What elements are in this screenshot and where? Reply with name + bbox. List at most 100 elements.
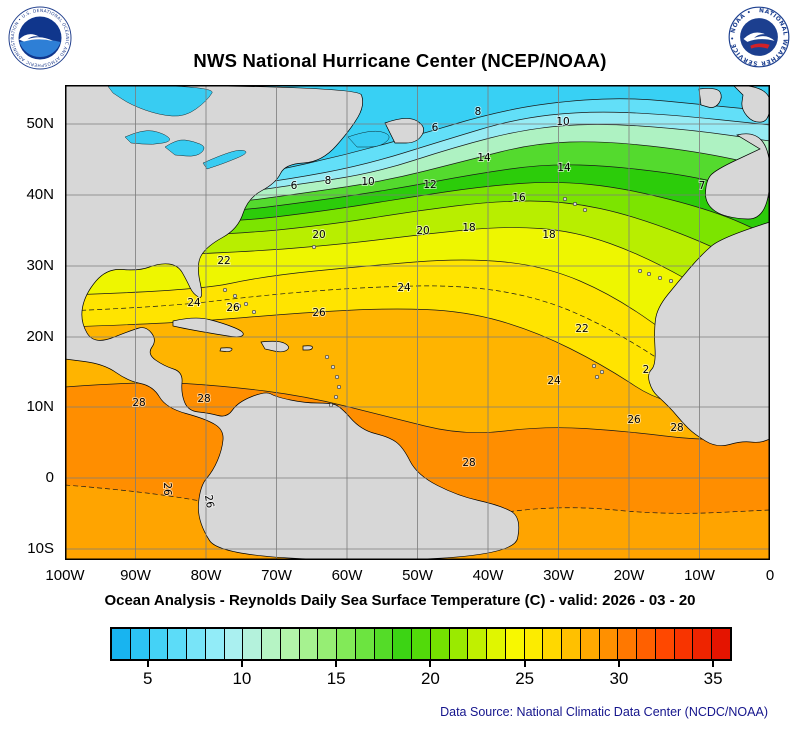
contour-label: 24 — [187, 297, 201, 309]
colorbar-cell — [187, 629, 206, 659]
land-americas — [65, 85, 520, 560]
colorbar-tick-mark — [429, 661, 432, 667]
isotherm-16 — [65, 164, 770, 220]
colorbar-cell — [712, 629, 730, 659]
contour-label: 18 — [462, 222, 475, 234]
island-dot — [232, 293, 238, 299]
colorbar-tick-mark — [617, 661, 620, 667]
water-lake-michigan-huron — [164, 139, 205, 157]
colorbar-cell — [205, 629, 225, 659]
contour-label: 28 — [132, 397, 145, 409]
island-dot — [243, 301, 249, 307]
island-dot — [333, 394, 339, 400]
island-dot — [311, 244, 317, 250]
isotherm-20 — [65, 200, 770, 282]
colorbar-cell — [318, 629, 337, 659]
contour-label: 20 — [312, 229, 325, 241]
contour-label: 12 — [423, 179, 436, 191]
isotherm-28 — [65, 382, 770, 440]
colorbar-cell — [543, 629, 562, 659]
contour-label: 24 — [397, 282, 411, 294]
contour-label: 20 — [416, 225, 429, 237]
land-newfoundland — [384, 118, 424, 144]
land-puerto-rico — [302, 345, 313, 351]
colorbar-cell — [580, 629, 600, 659]
contour-label: 6 — [291, 180, 298, 192]
colorbar-tick-mark — [523, 661, 526, 667]
contour-label: 18 — [542, 229, 555, 241]
colorbar-ticks: 5 10 15 20 25 30 35 — [110, 661, 732, 693]
lon-tick-label: 10W — [684, 567, 715, 584]
water-lake-superior — [124, 130, 170, 145]
contour-label: 6 — [432, 122, 439, 134]
sst-map-canvas: 6 8 10 12 6 8 10 14 14 16 18 18 7 20 20 22 22 24 24 24 26 26 2… — [65, 85, 770, 560]
colorbar-cell — [505, 629, 525, 659]
colorbar-cell — [637, 629, 656, 659]
lon-tick-label: 40W — [472, 567, 504, 584]
contour-label: 26 — [202, 494, 216, 510]
colorbar-cell — [449, 629, 469, 659]
contour-label: 26 — [226, 302, 240, 314]
isotherm-24 — [65, 259, 770, 387]
land-africa — [648, 221, 770, 446]
colorbar-cell — [430, 629, 450, 659]
lat-tick-label: 10S — [27, 540, 54, 557]
lat-tick-label: 50N — [26, 115, 54, 132]
island-dot — [222, 287, 228, 293]
isotherm-22 — [65, 227, 770, 332]
land-ireland — [698, 88, 722, 108]
sst-map: 6 8 10 12 6 8 10 14 14 16 18 18 7 20 20 22 22 24 24 24 26 26 2… — [65, 85, 770, 560]
land-hispaniola — [260, 340, 289, 353]
colorbar-tick-label: 25 — [515, 669, 535, 688]
colorbar-cell — [299, 629, 319, 659]
colorbar-cell — [130, 629, 150, 659]
colorbar-tick-label: 15 — [326, 669, 346, 688]
colorbar-tick-label: 20 — [420, 669, 440, 688]
island-dot — [657, 275, 663, 281]
colorbar-cell — [149, 629, 169, 659]
colorbar-tick-mark — [240, 661, 243, 667]
land-cuba — [172, 317, 244, 338]
contour-label: 10 — [361, 176, 374, 188]
colorbar-cell — [262, 629, 281, 659]
contour-label: 22 — [575, 323, 588, 335]
island-dot — [236, 303, 242, 309]
longitude-axis: 100W 90W 80W 70W 60W 50W 40W 30W 20W 10W 0 — [45, 563, 774, 587]
colorbar-cell — [374, 629, 394, 659]
lat-tick-label: 30N — [26, 257, 54, 274]
colorbar-cell — [599, 629, 619, 659]
data-source-credit: Data Source: National Climatic Data Cent… — [440, 705, 768, 719]
contour-label: 14 — [477, 152, 491, 164]
colorbar-cell — [243, 629, 262, 659]
island-dot — [334, 374, 340, 380]
lon-tick-label: 60W — [331, 567, 363, 584]
colorbar-cell — [618, 629, 637, 659]
lon-tick-label: 90W — [120, 567, 151, 584]
colorbar-cell — [655, 629, 675, 659]
contour-label: 8 — [475, 106, 482, 118]
contour-label: 14 — [557, 162, 571, 174]
contour-label: 26 — [627, 414, 641, 426]
contour-label: 16 — [512, 192, 526, 204]
colorbar-cell — [487, 629, 506, 659]
contour-label: 22 — [217, 255, 230, 267]
isotherm-18 — [65, 182, 770, 237]
lon-tick-label: 70W — [261, 567, 292, 584]
isotherm-14 — [65, 141, 770, 212]
colorbar-cell — [280, 629, 300, 659]
contour-label: 28 — [462, 457, 475, 469]
contour-label: 7 — [699, 180, 706, 192]
island-dot — [594, 374, 600, 380]
island-dot — [324, 354, 330, 360]
colorbar-cell — [168, 629, 187, 659]
noaa-gull-icon — [19, 34, 53, 42]
colorbar-tick-label: 5 — [142, 669, 153, 688]
contour-label: 28 — [197, 393, 210, 405]
colorbar-cell — [693, 629, 712, 659]
map-caption: Ocean Analysis - Reynolds Daily Sea Surf… — [104, 592, 696, 609]
noaa-logo: NATIONAL OCEANIC AND ATMOSPHERIC ADMINIS… — [6, 2, 72, 70]
lon-tick-label: 50W — [402, 567, 433, 584]
island-dot — [572, 201, 578, 207]
contour-label: 26 — [161, 482, 173, 496]
colorbar-tick-mark — [712, 661, 715, 667]
